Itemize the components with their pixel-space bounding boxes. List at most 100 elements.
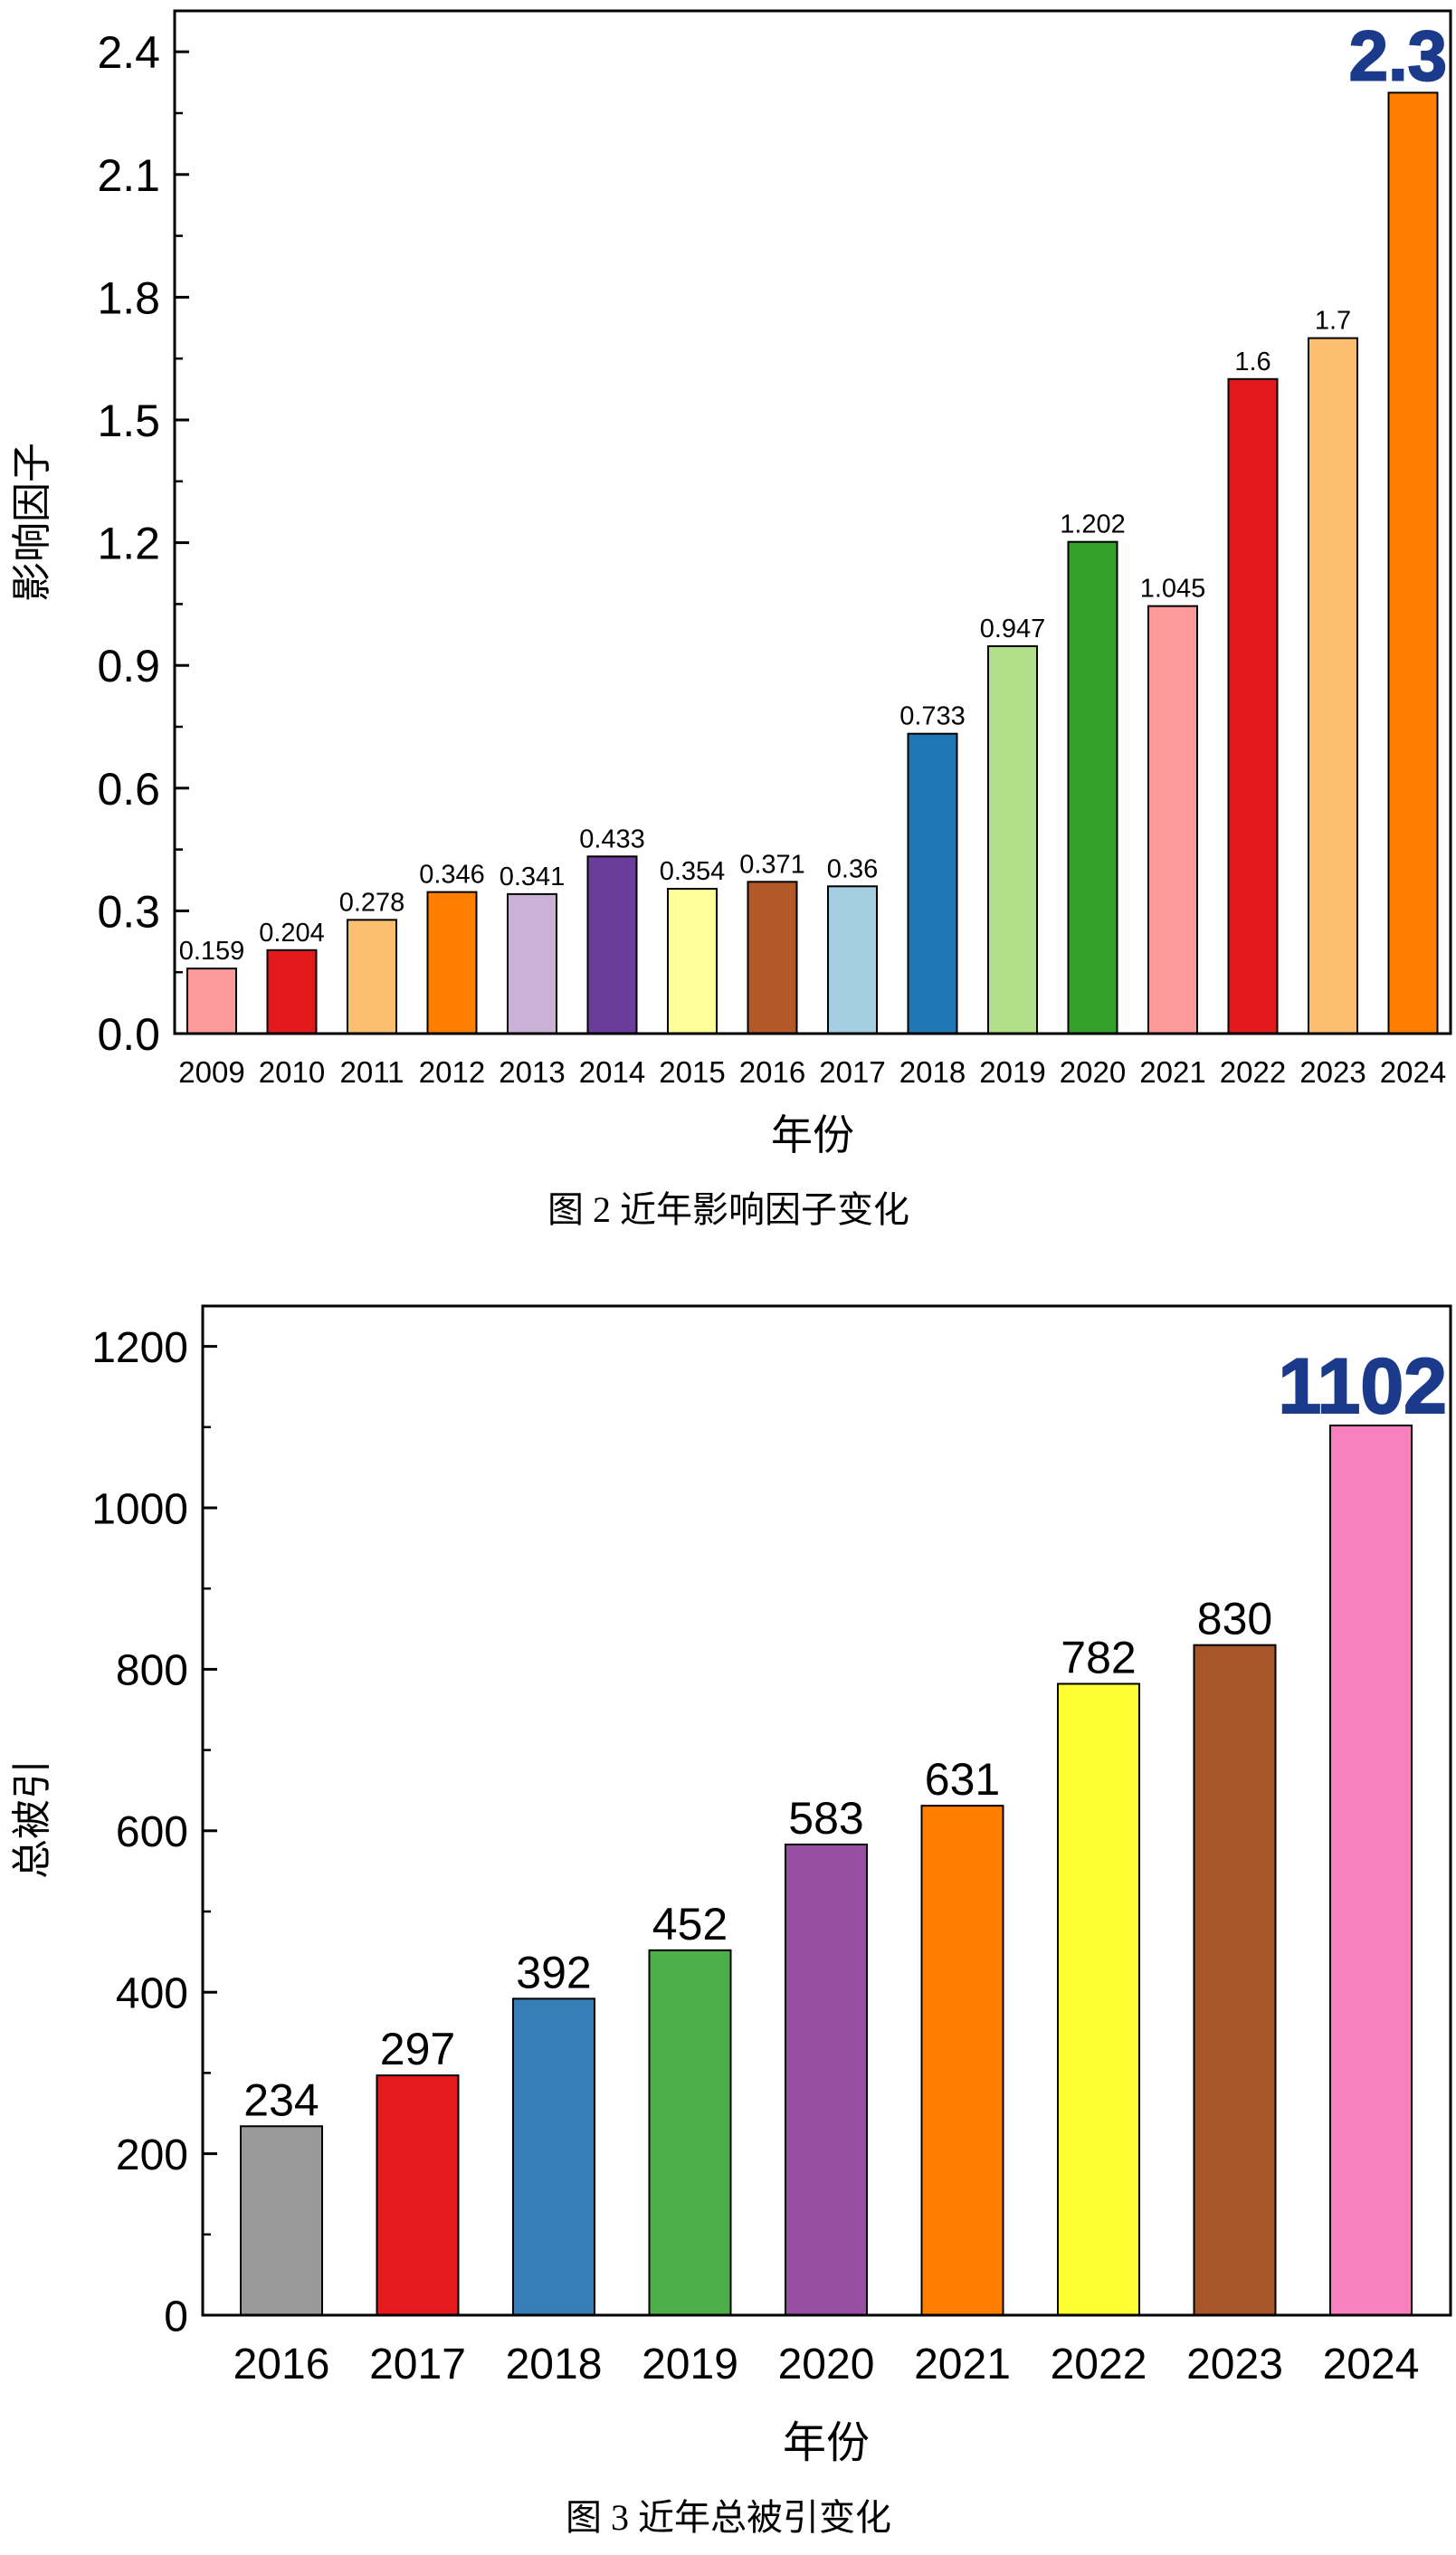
x-tick-label: 2011	[340, 1055, 404, 1089]
bar-2018	[512, 1997, 595, 2316]
data-label: 392	[516, 1947, 591, 1997]
impact-factor-chart: 0.0 0.3 0.6 0.9 1.2 1.5 1.8 2.1 2.4 2009 2010 2011…	[10, 9, 1452, 1230]
data-label: 0.278	[339, 888, 405, 917]
x-tick-label: 2024	[1380, 1055, 1446, 1089]
data-label: 1.7	[1315, 307, 1351, 336]
y-tick-label: 0.0	[97, 1009, 160, 1060]
y-tick-label: 1000	[91, 1485, 188, 1533]
bar-2017	[376, 2074, 460, 2316]
bar-2016	[747, 881, 798, 1034]
x-tick-label: 2017	[369, 2340, 466, 2388]
bar-2020	[1067, 540, 1118, 1034]
x-tick-label: 2009	[178, 1055, 244, 1089]
plot-frame	[201, 1304, 1452, 2317]
bar-2018	[907, 732, 958, 1035]
y-axis-label: 影响因子	[10, 443, 54, 602]
bar-2009	[186, 968, 237, 1034]
highlight-value-label: 2.3	[1349, 15, 1447, 95]
y-tick-label: 200	[116, 2131, 188, 2179]
data-label: 0.36	[827, 854, 878, 883]
y-axis-ticks: 0 200 400 600 800 1000 1200	[91, 1324, 217, 2340]
bar-2024	[1329, 1425, 1413, 2316]
data-label: 0.354	[660, 857, 726, 886]
data-labels: 0.159 0.204 0.278 0.346 0.341 0.433 0.354 0.371…	[179, 14, 1448, 966]
bar-2020	[785, 1843, 868, 2316]
y-tick-label: 0.9	[97, 641, 160, 691]
data-label: 452	[652, 1899, 728, 1950]
y-tick-label: 400	[116, 1969, 188, 2017]
x-tick-label: 2024	[1323, 2340, 1420, 2388]
data-label: 297	[380, 2024, 455, 2074]
y-axis-ticks: 0.0 0.3 0.6 0.9 1.2 1.5 1.8 2.1 2.4	[97, 27, 189, 1060]
plot-frame	[173, 9, 1452, 1035]
data-label: 631	[925, 1754, 1000, 1805]
x-tick-label: 2021	[1139, 1055, 1205, 1089]
bar-2022	[1227, 377, 1279, 1034]
x-tick-label: 2016	[233, 2340, 330, 2388]
data-label: 234	[243, 2074, 319, 2125]
y-tick-label: 1.8	[97, 272, 160, 323]
x-tick-label: 2019	[642, 2340, 738, 2388]
highlight-value-label: 1102	[1278, 1343, 1447, 1430]
x-axis-label: 年份	[771, 1111, 854, 1158]
bar-2011	[347, 919, 397, 1034]
x-tick-label: 2017	[819, 1055, 885, 1089]
x-tick-label: 2010	[259, 1055, 325, 1089]
bar-2021	[920, 1805, 1004, 2316]
data-label: 782	[1061, 1632, 1136, 1683]
y-tick-label: 2.1	[97, 150, 160, 201]
data-label: 830	[1197, 1594, 1272, 1645]
data-label: 0.341	[500, 863, 566, 891]
figure-caption: 图 3 近年总被引变化	[566, 2497, 891, 2538]
bar-2012	[426, 891, 478, 1034]
x-tick-label: 2022	[1051, 2340, 1147, 2388]
bar-2010	[266, 949, 318, 1034]
data-label: 1.6	[1234, 348, 1270, 377]
data-labels: 234 297 392 452 583 631 782 830 1102	[243, 1342, 1448, 2125]
x-tick-label: 2023	[1299, 1055, 1366, 1089]
x-tick-label: 2019	[979, 1055, 1045, 1089]
figure-caption: 图 2 近年影响因子变化	[547, 1189, 909, 1230]
y-tick-label: 1.5	[97, 396, 160, 446]
x-tick-label: 2023	[1186, 2340, 1283, 2388]
y-tick-label: 2.4	[97, 27, 160, 78]
bars	[240, 1425, 1413, 2317]
bar-2023	[1193, 1644, 1277, 2316]
x-axis-label: 年份	[783, 2419, 870, 2467]
y-tick-label: 0.3	[97, 886, 160, 937]
bar-2019	[987, 644, 1038, 1034]
x-tick-label: 2018	[506, 2340, 603, 2388]
bar-2017	[827, 885, 878, 1035]
bar-2023	[1308, 337, 1358, 1035]
bar-2019	[648, 1949, 732, 2316]
bar-2022	[1057, 1683, 1140, 2317]
bar-2016	[240, 2125, 323, 2316]
bars	[186, 91, 1439, 1035]
bar-2013	[507, 892, 557, 1034]
x-tick-label: 2022	[1220, 1055, 1286, 1089]
x-tick-label: 2015	[659, 1055, 725, 1089]
y-tick-label: 0.6	[97, 764, 160, 815]
y-tick-label: 1200	[91, 1324, 188, 1372]
y-tick-label: 1.2	[97, 519, 160, 569]
y-tick-label: 800	[116, 1647, 188, 1695]
bar-2024	[1387, 91, 1439, 1034]
x-tick-label: 2021	[914, 2340, 1011, 2388]
data-label: 583	[788, 1793, 863, 1844]
y-axis-label: 总被引	[10, 1759, 54, 1879]
bar-2014	[586, 855, 638, 1034]
data-label: 0.433	[579, 825, 645, 853]
x-tick-label: 2016	[739, 1055, 805, 1089]
data-label: 0.947	[980, 615, 1046, 644]
data-label: 1.202	[1060, 510, 1126, 539]
data-label: 0.346	[419, 861, 485, 890]
y-tick-label: 600	[116, 1808, 188, 1856]
bar-2015	[667, 887, 718, 1034]
bar-2021	[1147, 605, 1198, 1034]
data-label: 0.159	[179, 937, 245, 966]
data-label: 0.733	[899, 702, 966, 731]
x-tick-label: 2014	[579, 1055, 645, 1089]
x-tick-label: 2020	[1060, 1055, 1126, 1089]
